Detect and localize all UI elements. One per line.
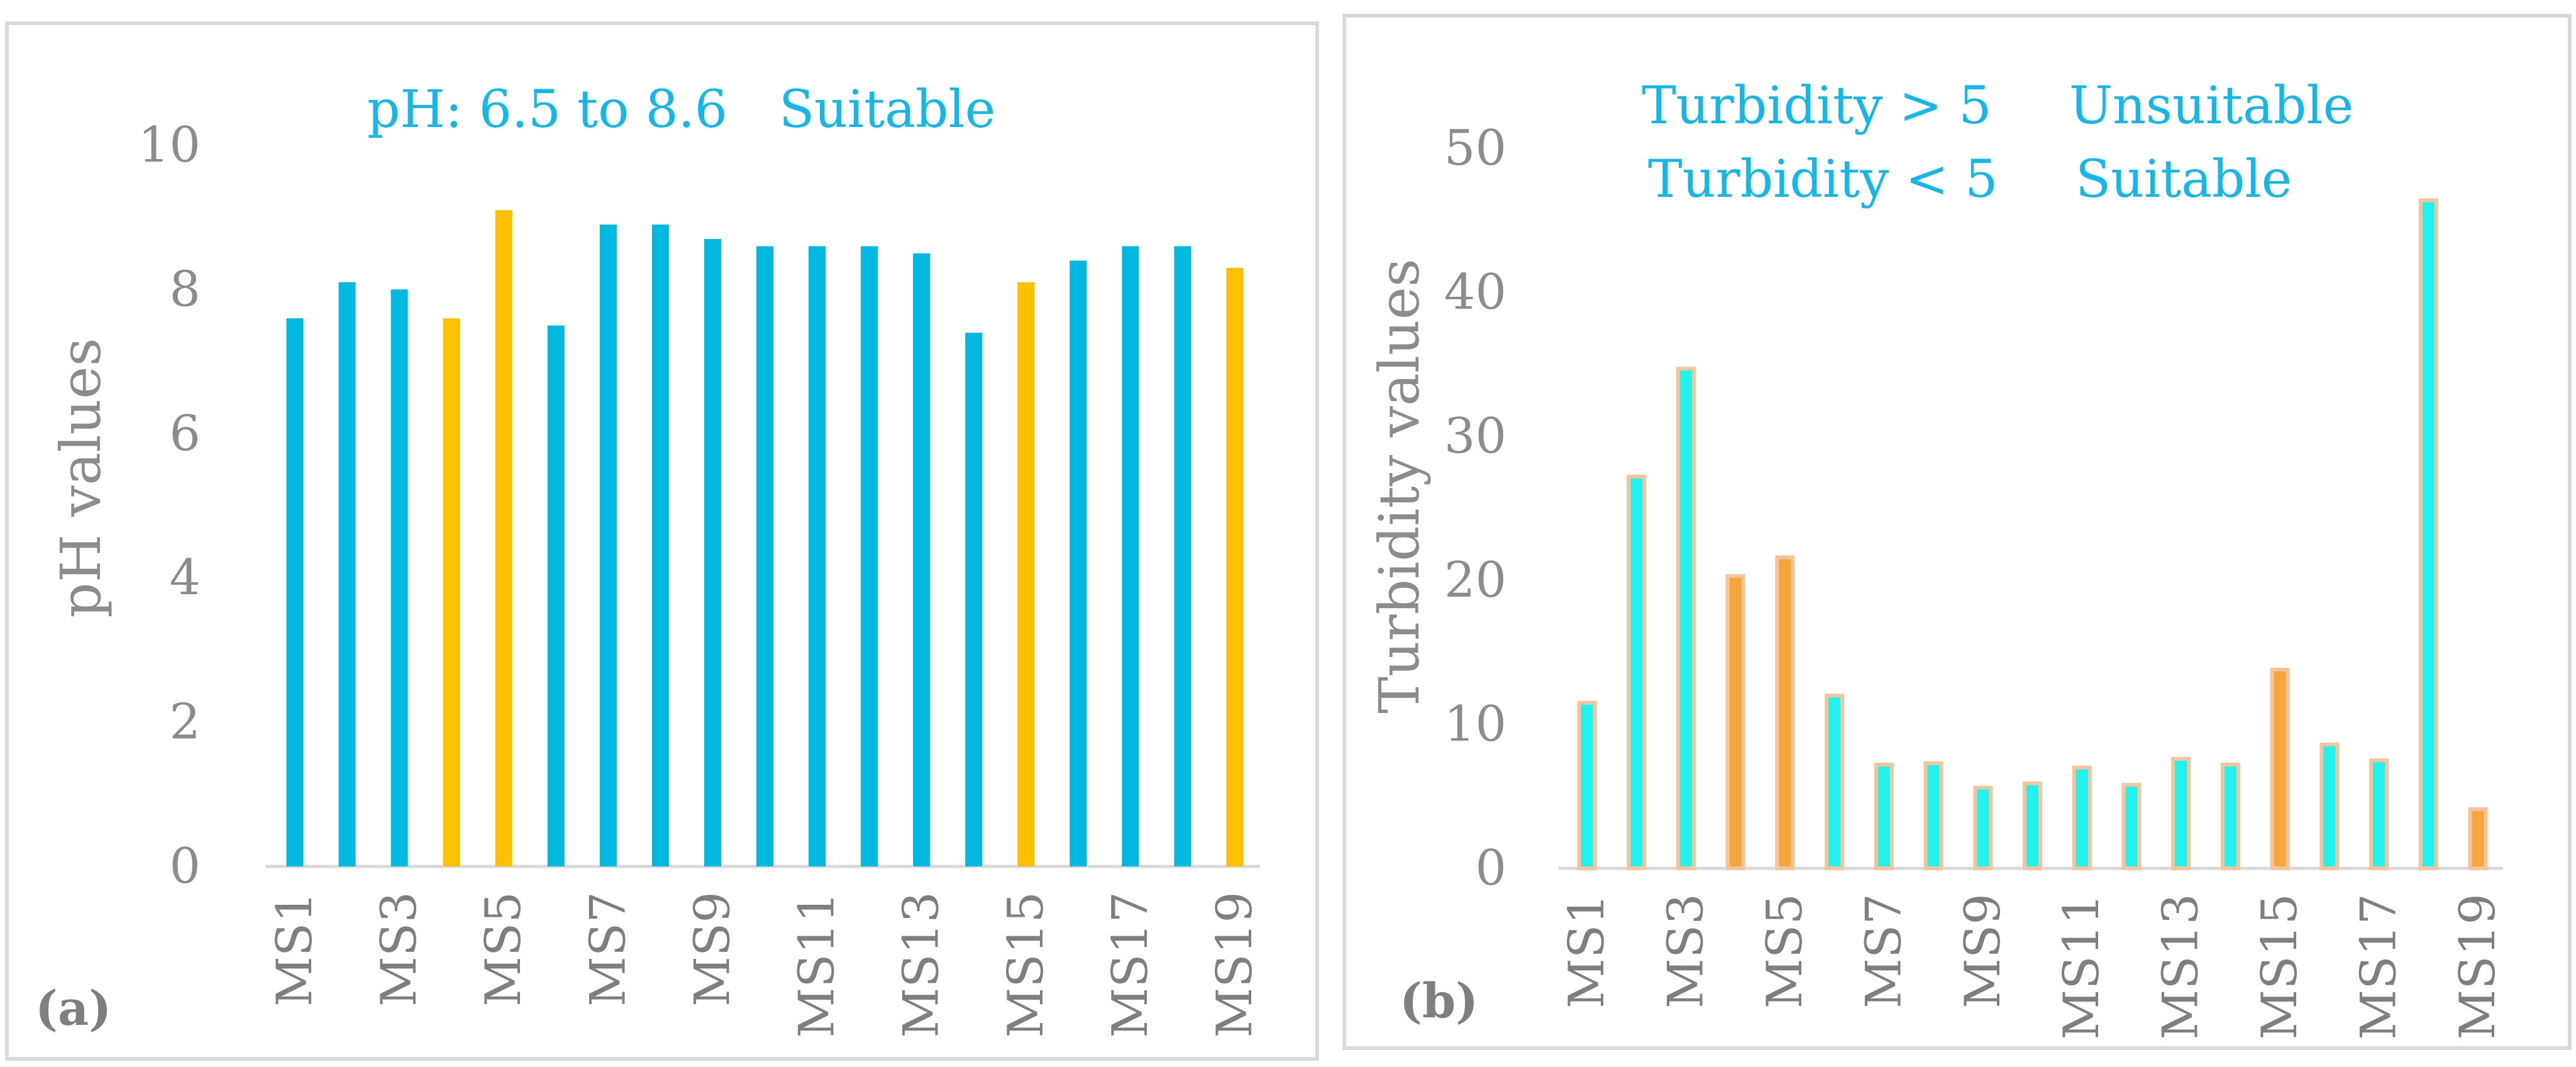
bar-ms7 [1874, 763, 1894, 870]
x-tick-label-ms11: MS11 [789, 892, 846, 1038]
y-tick-label: 0 [169, 838, 201, 895]
turbidity-y-axis-title: Turbidity values [1367, 258, 1432, 714]
panel-label-b: (b) [1400, 973, 1478, 1029]
bar-ms9 [1973, 785, 1993, 871]
bar-ms10 [756, 246, 773, 867]
bar-ms10 [2023, 781, 2042, 871]
x-tick-label-ms3: MS3 [1657, 893, 1714, 1009]
x-tick-label-ms15: MS15 [2252, 893, 2308, 1040]
turbidity-bar-chart: Turbidity > 5 Unsuitable Turbidity < 5 S… [1367, 76, 2506, 1040]
x-tick-label-ms7: MS7 [1855, 893, 1912, 1009]
bar-ms19 [2468, 807, 2488, 870]
y-tick-label: 10 [138, 117, 201, 174]
bar-ms4 [1725, 574, 1745, 870]
y-tick-label: 0 [1475, 840, 1506, 897]
bar-ms17 [2369, 758, 2389, 870]
x-tick-label-ms7: MS7 [580, 892, 636, 1007]
bar-ms16 [2319, 743, 2340, 871]
bar-ms15 [1017, 282, 1035, 866]
bar-ms16 [1070, 260, 1087, 866]
x-tick-label-ms11: MS11 [2054, 893, 2110, 1040]
bar-ms3 [1676, 367, 1696, 870]
ph-x-tick-labels: MS1 MS3 MS5 MS7 MS9 MS11 MS13 MS15 MS17 MS19 [267, 892, 1263, 1038]
ph-suitable-annotation: Suitable [779, 80, 995, 140]
y-tick-label: 50 [1444, 120, 1506, 177]
bar-ms12 [861, 246, 878, 867]
x-tick-label-ms19: MS19 [2450, 893, 2506, 1040]
ph-bars [286, 210, 1244, 867]
y-tick-label: 40 [1444, 264, 1506, 321]
bar-ms18 [2418, 198, 2438, 871]
bar-ms11 [2072, 765, 2092, 870]
x-tick-label-ms13: MS13 [2153, 893, 2209, 1040]
ph-y-tick-labels: 0 2 4 6 8 10 [138, 117, 201, 895]
bar-ms1 [286, 318, 304, 866]
x-tick-label-ms15: MS15 [998, 892, 1054, 1038]
y-tick-label: 30 [1444, 408, 1506, 465]
bar-ms1 [1577, 700, 1597, 871]
bar-ms7 [599, 224, 617, 866]
x-tick-label-ms1: MS1 [1559, 893, 1615, 1009]
bar-ms13 [913, 253, 931, 866]
bar-ms14 [965, 333, 983, 866]
bar-ms5 [1775, 555, 1795, 870]
x-tick-label-ms17: MS17 [1102, 892, 1159, 1038]
bar-ms14 [2220, 763, 2240, 870]
bar-ms19 [1226, 267, 1244, 866]
ph-bar-chart: pH: 6.5 to 8.6 Suitable pH values (a) 0 2… [35, 80, 1263, 1038]
bar-ms8 [651, 224, 669, 866]
bar-ms18 [1174, 246, 1191, 867]
ph-y-axis-title: pH values [48, 338, 113, 617]
turbidity-below-annotation: Turbidity < 5 [1648, 150, 1998, 209]
ph-chart-panel: pH: 6.5 to 8.6 Suitable pH values (a) 0 2… [5, 21, 1319, 1061]
turbidity-unsuitable-annotation: Unsuitable [2069, 76, 2353, 136]
ph-range-annotation: pH: 6.5 to 8.6 [367, 80, 727, 140]
bar-ms6 [1825, 694, 1845, 870]
turbidity-y-tick-labels: 0 10 20 30 40 50 [1444, 120, 1506, 897]
bar-ms2 [1627, 475, 1647, 870]
bar-ms11 [809, 246, 826, 867]
x-tick-label-ms9: MS9 [684, 892, 741, 1007]
bar-ms9 [704, 239, 721, 866]
bar-ms6 [547, 325, 565, 866]
x-tick-label-ms9: MS9 [1955, 893, 2011, 1009]
x-tick-label-ms1: MS1 [267, 892, 323, 1007]
y-tick-label: 2 [169, 694, 201, 751]
panel-label-a: (a) [35, 980, 111, 1036]
bar-ms2 [338, 282, 356, 866]
turbidity-x-tick-labels: MS1 MS3 MS5 MS7 MS9 MS11 MS13 MS15 MS17 MS19 [1559, 893, 2506, 1040]
x-tick-label-ms19: MS19 [1207, 892, 1263, 1038]
bar-ms3 [390, 289, 408, 866]
y-tick-label: 10 [1444, 696, 1506, 753]
bar-ms5 [495, 210, 512, 867]
turbidity-bars [1577, 198, 2488, 871]
x-tick-label-ms13: MS13 [893, 892, 950, 1038]
y-tick-label: 4 [169, 550, 201, 606]
bar-ms17 [1122, 246, 1139, 867]
bar-ms13 [2171, 756, 2191, 870]
bar-ms8 [1923, 761, 1943, 870]
bar-ms4 [443, 318, 460, 866]
x-tick-label-ms3: MS3 [371, 892, 428, 1007]
bar-ms15 [2270, 667, 2290, 870]
y-tick-label: 20 [1444, 552, 1506, 609]
y-tick-label: 6 [169, 406, 201, 462]
x-tick-label-ms5: MS5 [1757, 893, 1813, 1009]
y-tick-label: 8 [169, 261, 201, 318]
turbidity-suitable-annotation: Suitable [2076, 150, 2292, 209]
turbidity-chart-panel: Turbidity > 5 Unsuitable Turbidity < 5 S… [1342, 14, 2572, 1050]
x-tick-label-ms5: MS5 [475, 892, 532, 1007]
bar-ms12 [2121, 783, 2142, 871]
x-tick-label-ms17: MS17 [2351, 893, 2407, 1040]
turbidity-above-annotation: Turbidity > 5 [1642, 76, 1991, 136]
